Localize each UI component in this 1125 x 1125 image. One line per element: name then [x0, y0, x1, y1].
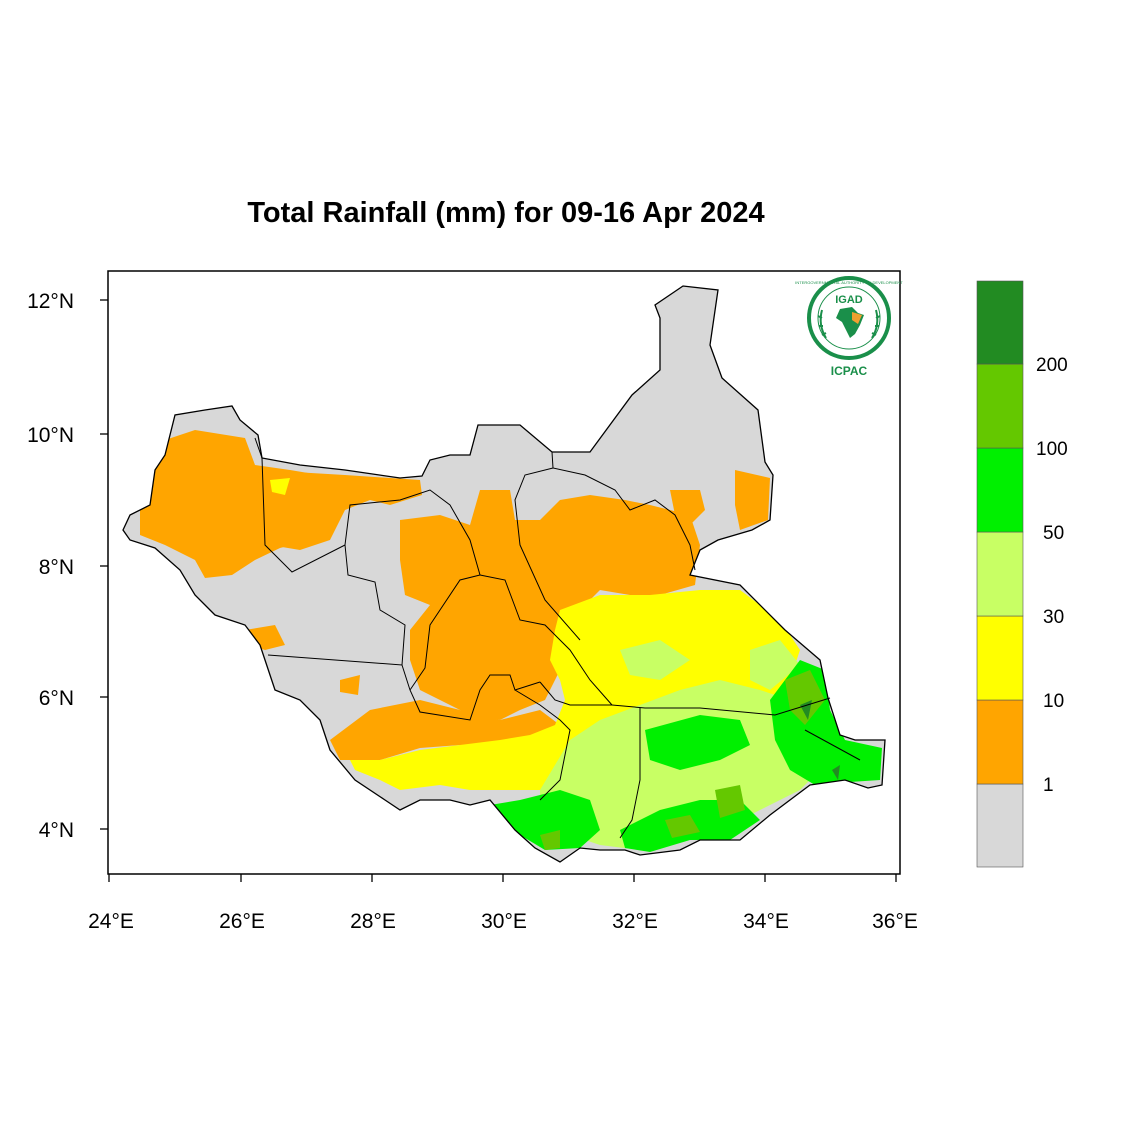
rainfall-100-200mm-areas — [540, 670, 825, 850]
x-tick-label: 24°E — [88, 910, 134, 933]
legend-label: 200 — [1036, 355, 1068, 376]
x-tick-label: 28°E — [350, 910, 396, 933]
x-tick-label: 30°E — [481, 910, 527, 933]
country-outline — [122, 285, 886, 863]
y-tick-label: 6°N — [39, 687, 74, 710]
y-tick-label: 8°N — [39, 556, 74, 579]
horn-of-africa-icon — [852, 312, 862, 324]
legend-label: 30 — [1043, 607, 1064, 628]
x-tick-label: 36°E — [872, 910, 918, 933]
state-boundaries — [254, 437, 861, 839]
y-axis: 4°N 6°N 8°N 10°N 12°N — [27, 290, 108, 842]
laurel-left-icon — [817, 309, 827, 339]
legend-bin-above-200 — [976, 280, 1024, 365]
legend-label: 1 — [1043, 775, 1054, 796]
legend-bin-below-1 — [976, 783, 1024, 868]
legend-bin-100-200 — [976, 363, 1024, 449]
legend-label: 100 — [1036, 439, 1068, 460]
logo-igad-text: IGAD — [835, 294, 863, 306]
legend-label: 10 — [1043, 691, 1064, 712]
logo-ring-text: INTERGOVERNMENTAL AUTHORITY ON DEVELOPME… — [795, 280, 903, 285]
legend-bin-10-30 — [976, 615, 1024, 701]
y-tick-label: 4°N — [39, 819, 74, 842]
legend-bin-30-50 — [976, 531, 1024, 617]
legend-bin-1-10 — [976, 699, 1024, 785]
y-tick-label: 12°N — [27, 290, 74, 313]
x-tick-label: 34°E — [743, 910, 789, 933]
color-legend: 1 10 30 50 100 200 — [976, 280, 1068, 868]
x-tick-label: 26°E — [219, 910, 265, 933]
igad-icpac-logo: INTERGOVERNMENTAL AUTHORITY ON DEVELOPME… — [795, 276, 903, 378]
laurel-right-icon — [871, 309, 881, 339]
x-tick-label: 32°E — [612, 910, 658, 933]
map-title: Total Rainfall (mm) for 09-16 Apr 2024 — [247, 197, 764, 229]
x-axis: 24°E 26°E 28°E 30°E 32°E 34°E 36°E — [88, 874, 918, 933]
logo-icpac-text: ICPAC — [831, 364, 868, 378]
legend-bin-50-100 — [976, 447, 1024, 533]
y-tick-label: 10°N — [27, 424, 74, 447]
legend-label: 50 — [1043, 523, 1064, 544]
